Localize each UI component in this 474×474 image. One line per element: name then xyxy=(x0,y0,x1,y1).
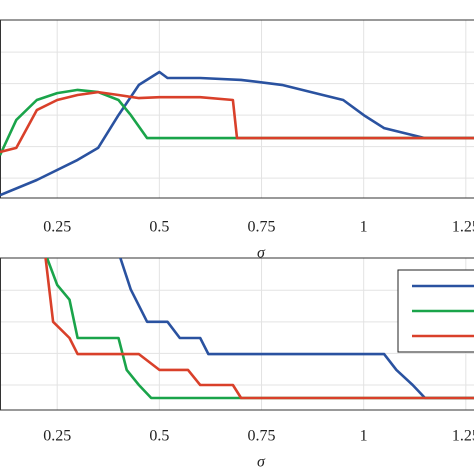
x-tick-label: 1.25 xyxy=(452,428,474,445)
x-tick-label: 0.5 xyxy=(149,219,169,236)
x-axis-label: σ xyxy=(257,245,266,262)
series-line xyxy=(44,258,474,400)
series-line xyxy=(119,258,474,400)
x-tick-label: 0.5 xyxy=(149,428,169,445)
series-line xyxy=(0,90,474,154)
x-tick-label: 1.25 xyxy=(452,219,474,236)
x-tick-label: 1 xyxy=(360,428,368,445)
plot-area xyxy=(44,258,474,400)
x-tick-label: 0.25 xyxy=(43,428,71,445)
plot-area xyxy=(0,70,474,197)
legend xyxy=(397,269,474,353)
plot-frame xyxy=(0,19,474,199)
x-tick-label: 1 xyxy=(360,219,368,236)
series-line xyxy=(0,70,474,197)
x-tick-label: 0.75 xyxy=(248,428,276,445)
x-tick-label: 0.25 xyxy=(43,219,71,236)
series-line xyxy=(45,258,474,400)
x-axis-label: σ xyxy=(257,454,266,471)
x-tick-label: 0.75 xyxy=(248,219,276,236)
plot-frame xyxy=(0,257,474,411)
series-line xyxy=(0,88,474,156)
